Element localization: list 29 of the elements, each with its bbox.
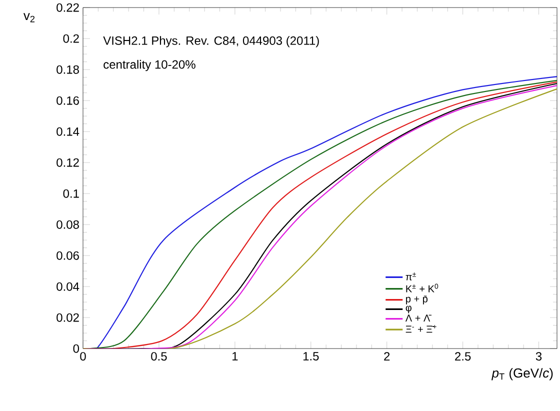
y-tick-label: 0.16 (56, 96, 79, 106)
y-tick-label: 0.18 (56, 66, 79, 74)
y-tick-label: 0.14 (56, 128, 80, 136)
legend-label: p + p̄ (406, 296, 428, 305)
annotation: centrality 10-20% (104, 60, 196, 72)
x-tick-label: 1 (232, 352, 238, 361)
y-tick-label: 0.1 (63, 190, 79, 198)
x-tick-label: 3 (536, 352, 542, 361)
x-tick-label: 2 (384, 352, 390, 361)
x-tick-label: 0.5 (151, 352, 167, 361)
y-tick-label: 0.08 (56, 220, 79, 230)
legend-label: φ (406, 306, 412, 314)
legend-label: Λ + Λ̄ (405, 314, 432, 322)
x-tick-label: 0 (80, 352, 86, 361)
y-tick-label: 0.02 (56, 314, 79, 322)
legend-label: K$^{±}$ + K$^{0}$ (406, 284, 438, 293)
y-tick-label: 0.12 (56, 158, 79, 168)
y-tick-label: 0.04 (56, 282, 80, 292)
y-tick-label: 0.22 (56, 4, 79, 12)
x-tick-label: 2.5 (455, 352, 471, 361)
y-tick-label: 0.06 (56, 252, 79, 260)
legend-label: π$^{±}$ (406, 272, 416, 281)
y-axis-title: v$_{2}$ (23, 13, 35, 22)
x-tick-label: 1.5 (303, 352, 319, 361)
annotation: VISH2.1 Phys. Rev. C84, 044903 (2011) (103, 36, 319, 48)
y-tick-label: 0.2 (63, 34, 79, 44)
y-tick-label: 0 (73, 344, 80, 354)
legend-label: Ξ$^{-}$ + Ξ̄$^{+}$ (406, 325, 436, 333)
x-axis-title: p$_{T}$ (GeV/c) (491, 368, 553, 380)
